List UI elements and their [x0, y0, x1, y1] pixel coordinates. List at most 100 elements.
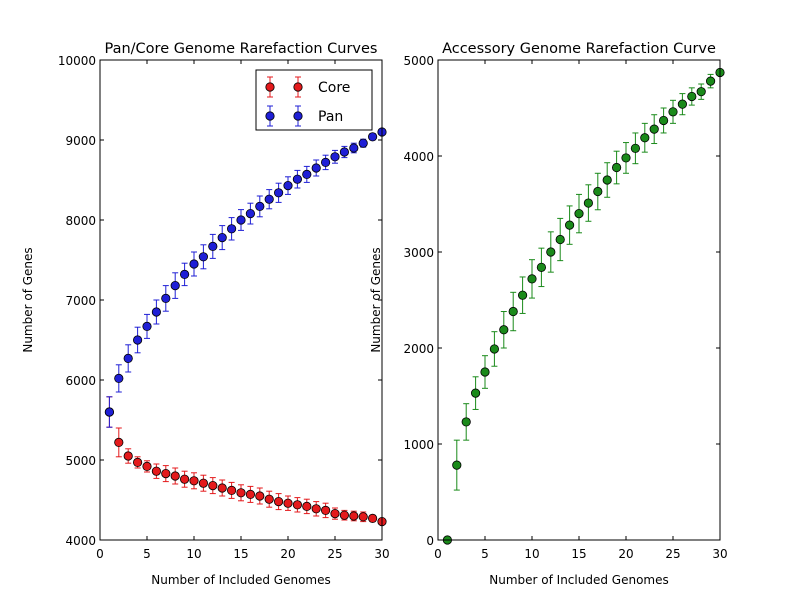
accessory-chart: 0 5 10 15 20 25 30 0 1000 2000 3000 4000 5000 Access… [369, 41, 728, 587]
core-point [170, 471, 180, 481]
core-point [180, 474, 190, 484]
legend-core-label: Core [318, 80, 350, 96]
core-point [114, 437, 124, 447]
pan-core-y-tick-label: 6000 [65, 374, 96, 388]
accessory-point [687, 91, 697, 102]
core-point [133, 457, 143, 467]
core-point [208, 480, 218, 491]
core-point [236, 488, 246, 498]
accessory-point [574, 209, 584, 219]
pan-core-x-tick-label: 15 [233, 547, 248, 561]
accessory-y-axis-label: Number of Genes [369, 247, 383, 352]
accessory-point [527, 274, 537, 284]
accessory-point [470, 388, 481, 398]
legend-pan-marker [265, 111, 275, 121]
legend-box [255, 69, 373, 131]
pan-core-x-tick-label: 10 [186, 547, 201, 561]
pan-core-y-tick-label: 5000 [65, 454, 96, 468]
accessory-y-tick-label: 3000 [403, 246, 434, 260]
pan-core-x-tick-label: 5 [143, 547, 151, 561]
pan-core-x-tick-label: 20 [280, 547, 295, 561]
pan-point [161, 293, 171, 303]
pan-point [236, 215, 246, 225]
accessory-y-tick-label: 0 [426, 534, 434, 548]
core-point [264, 494, 274, 504]
accessory-y-tick-label: 2000 [403, 342, 434, 356]
core-point [227, 485, 237, 495]
accessory-point [452, 460, 462, 470]
accessory-y-tick-label: 5000 [403, 54, 434, 68]
pan-core-y-tick-label: 4000 [65, 534, 96, 548]
pan-point [302, 169, 312, 179]
legend-core-marker [293, 82, 303, 92]
accessory-x-tick-label: 0 [434, 547, 442, 561]
accessory-point [536, 262, 547, 272]
core-point [217, 483, 227, 493]
pan-point [245, 209, 255, 219]
pan-core-legend: Core Pan [255, 69, 373, 131]
pan-point [320, 157, 331, 167]
accessory-point [611, 162, 622, 173]
accessory-point [649, 124, 659, 134]
accessory-point [555, 234, 565, 245]
accessory-title: Accessory Genome Rarefaction Curve [442, 41, 716, 57]
pan-point [273, 188, 284, 198]
accessory-x-tick-label: 15 [571, 547, 586, 561]
accessory-point [705, 76, 716, 86]
pan-point [311, 163, 321, 173]
pan-core-x-axis-label: Number of Included Genomes [151, 573, 330, 587]
pan-core-series-pan [104, 127, 387, 428]
pan-point [189, 259, 199, 269]
pan-point [104, 407, 115, 417]
core-point [245, 489, 255, 499]
accessory-point [593, 186, 603, 197]
core-point [198, 478, 208, 488]
pan-core-y-tick-label: 8000 [65, 214, 96, 228]
accessory-point [668, 107, 678, 117]
pan-point [170, 280, 180, 291]
pan-point [198, 252, 208, 262]
accessory-point [677, 99, 688, 109]
accessory-point [602, 175, 612, 185]
accessory-x-tick-label: 20 [618, 547, 633, 561]
accessory-point [564, 220, 575, 230]
accessory-y-tick-label: 4000 [403, 150, 434, 164]
accessory-ticks: 0 5 10 15 20 25 30 0 1000 2000 3000 4000 5000 [403, 54, 727, 561]
core-point [151, 466, 161, 476]
accessory-point [546, 247, 556, 257]
pan-core-y-tick-label: 7000 [65, 294, 96, 308]
core-point [349, 511, 359, 521]
pan-core-x-tick-label: 30 [374, 547, 389, 561]
core-point [189, 476, 199, 486]
pan-core-y-axis-label: Number of Genes [21, 247, 35, 352]
core-point [367, 513, 378, 524]
core-point [358, 512, 368, 522]
pan-core-title: Pan/Core Genome Rarefaction Curves [105, 41, 378, 57]
accessory-point [461, 417, 471, 427]
accessory-marks [442, 67, 725, 545]
pan-point [292, 174, 302, 184]
accessory-point [621, 153, 631, 163]
pan-core-y-tick-label: 9000 [65, 134, 96, 148]
core-point [142, 461, 152, 471]
pan-point [358, 138, 368, 148]
pan-point [208, 241, 218, 251]
accessory-x-tick-label: 30 [712, 547, 727, 561]
pan-core-chart: 0 5 10 15 20 25 30 4000 5000 6000 7000 8000 9000 1000… [21, 41, 390, 587]
core-point [255, 491, 265, 501]
accessory-point [480, 367, 490, 377]
core-point [320, 505, 331, 515]
pan-point [330, 152, 340, 162]
accessory-point [640, 133, 650, 143]
pan-point [217, 233, 227, 243]
accessory-point [517, 290, 528, 300]
core-point [123, 451, 133, 461]
pan-core-x-tick-label: 25 [327, 547, 342, 561]
core-point [273, 496, 284, 507]
pan-point [339, 147, 349, 157]
accessory-point [630, 143, 641, 153]
accessory-point [508, 306, 518, 317]
accessory-y-tick-label: 1000 [403, 438, 434, 452]
pan-point [142, 321, 152, 331]
